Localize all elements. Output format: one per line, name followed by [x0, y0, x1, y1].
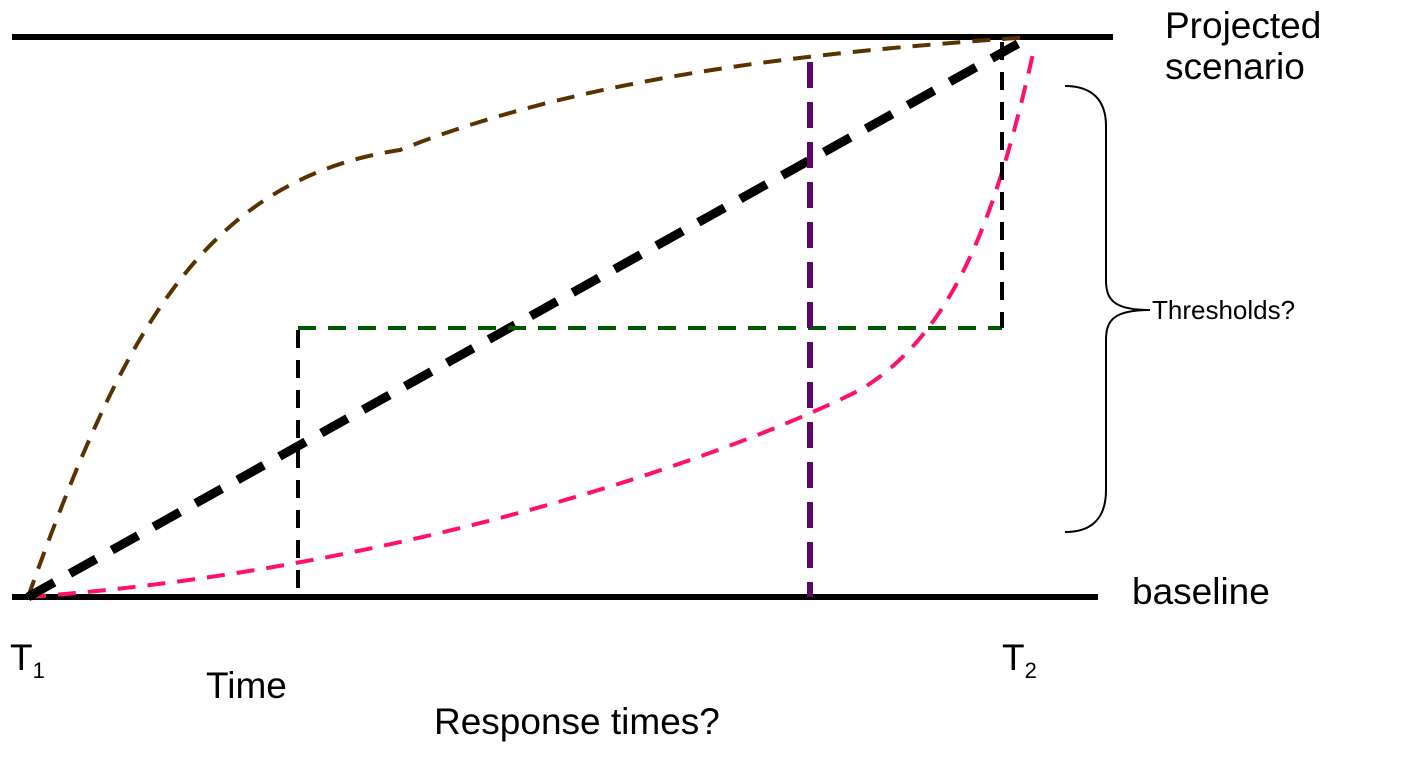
projected-label-line2: scenario — [1165, 45, 1305, 87]
t2-label: T2 — [1002, 637, 1037, 683]
projected-scenario-label: Projected scenario — [1165, 5, 1322, 87]
linear-response-line — [25, 33, 1033, 601]
baseline-label: baseline — [1132, 571, 1270, 612]
t1-label: T1 — [10, 637, 45, 683]
t2-subscript: 2 — [1024, 658, 1037, 683]
t1-subscript: 1 — [32, 658, 45, 683]
pink-slow-response-curve — [27, 44, 1037, 599]
time-axis-label: Time — [206, 665, 287, 706]
response-times-label: Response times? — [434, 701, 720, 742]
right-curly-brace-icon — [1064, 85, 1151, 533]
t2-main: T — [1002, 637, 1025, 678]
t1-main: T — [10, 637, 33, 678]
thresholds-label: Thresholds? — [1152, 295, 1296, 325]
projected-label-line1: Projected — [1165, 5, 1322, 46]
brown-fast-response-curve — [26, 35, 1031, 598]
